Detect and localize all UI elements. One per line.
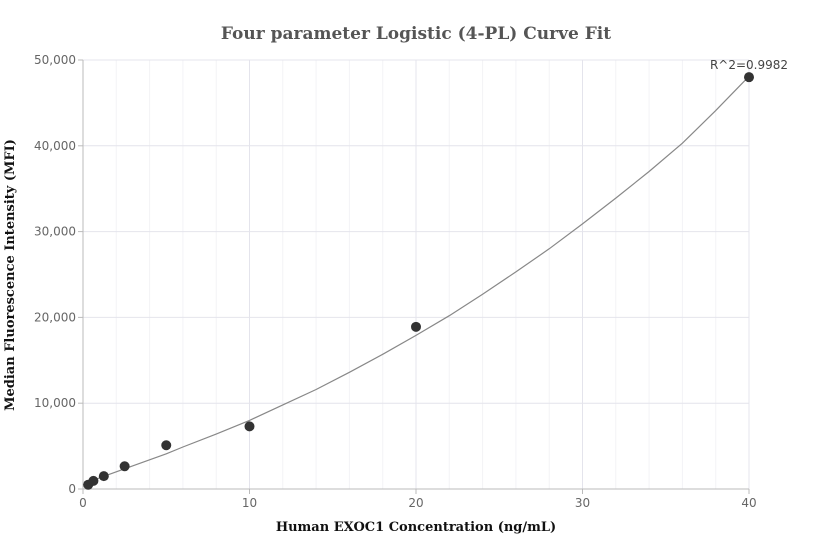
minor-gridlines <box>115 60 717 489</box>
data-point <box>88 475 99 486</box>
data-point <box>119 461 130 472</box>
data-point <box>411 321 421 332</box>
x-axis-title: Human EXOC1 Concentration (ng/mL) <box>276 520 556 535</box>
x-axis-ticks: 0 10 20 30 40 <box>79 489 757 510</box>
y-tick-label: 30,000 <box>34 225 76 239</box>
r-squared-annotation: R^2=0.9982 <box>710 58 788 72</box>
chart-title: Four parameter Logistic (4-PL) Curve Fit <box>221 24 611 44</box>
y-tick-label: 0 <box>68 482 76 496</box>
data-point <box>244 421 255 432</box>
y-tick-label: 50,000 <box>34 53 76 67</box>
y-tick-label: 40,000 <box>34 139 76 153</box>
y-axis-ticks: 0 10,000 20,000 30,000 40,000 50,000 <box>34 53 83 496</box>
major-gridlines <box>83 59 750 489</box>
data-point <box>744 72 754 83</box>
fit-curve <box>82 75 750 486</box>
y-tick-label: 10,000 <box>34 396 76 410</box>
data-points <box>83 72 754 490</box>
data-point <box>98 471 109 482</box>
x-tick-label: 0 <box>79 496 87 510</box>
y-tick-label: 20,000 <box>34 310 76 324</box>
x-tick-label: 20 <box>408 496 423 510</box>
data-point <box>161 440 172 451</box>
x-tick-label: 30 <box>575 496 590 510</box>
y-axis-title: Median Fluorescence Intensity (MFI) <box>3 139 18 411</box>
x-tick-label: 10 <box>242 496 257 510</box>
x-tick-label: 40 <box>741 496 756 510</box>
